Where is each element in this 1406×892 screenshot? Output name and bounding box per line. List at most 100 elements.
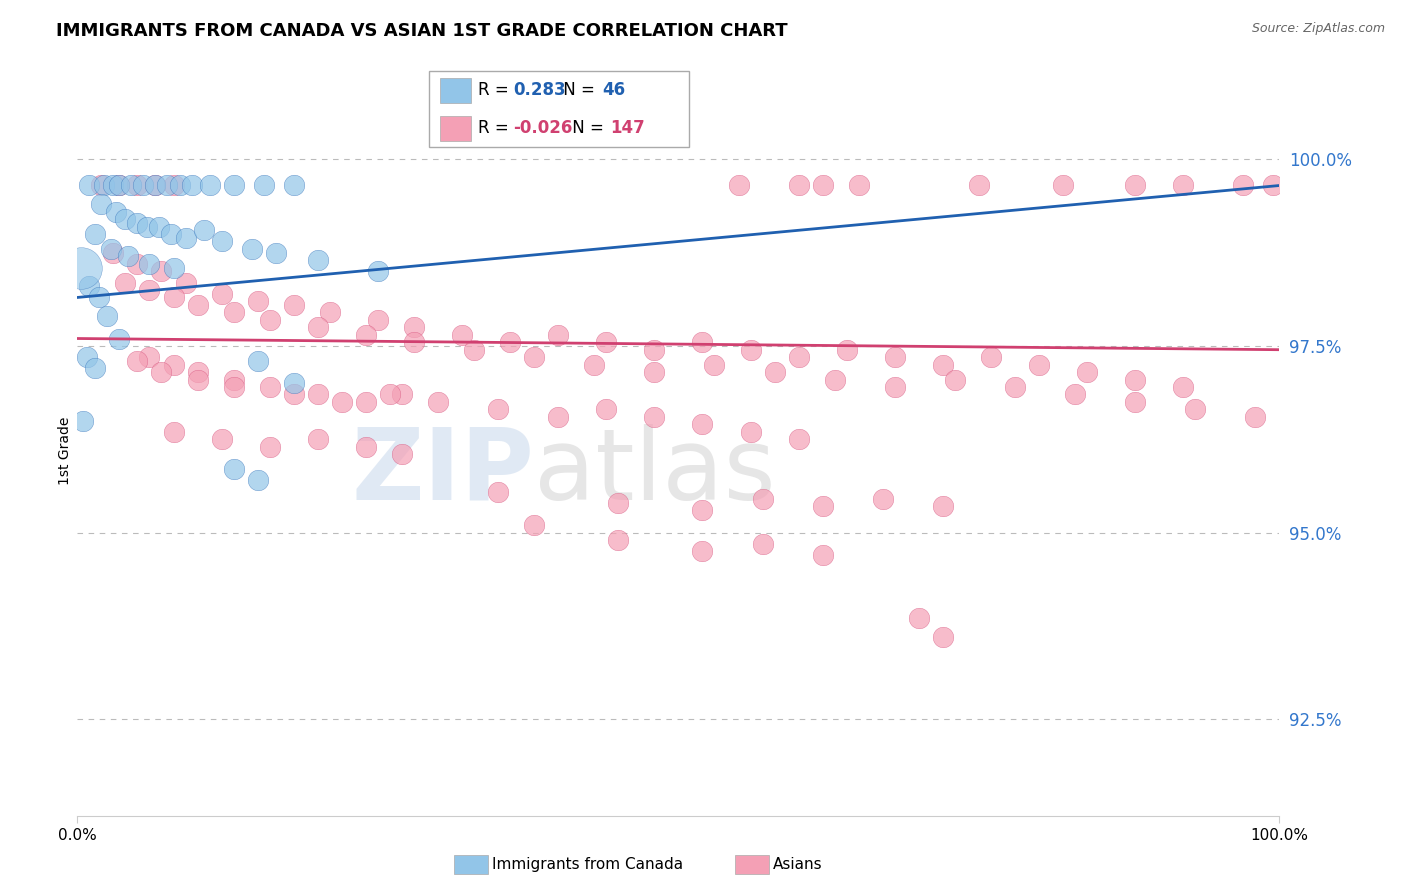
Point [402, 335, 425, 350]
Text: Asians: Asians [773, 857, 823, 871]
Point [90, 178, 112, 193]
Point [523, 518, 546, 533]
Point [727, 178, 749, 193]
Point [967, 178, 990, 193]
Point [132, 178, 155, 193]
Point [499, 335, 522, 350]
Point [211, 432, 233, 446]
Point [692, 503, 714, 517]
Point [246, 294, 269, 309]
Point [595, 402, 617, 417]
Point [84, 227, 107, 241]
Point [283, 298, 305, 312]
Point [751, 537, 773, 551]
Point [186, 298, 209, 312]
Point [198, 178, 221, 193]
Point [222, 462, 245, 476]
Point [848, 178, 870, 193]
Point [486, 484, 509, 499]
Point [787, 178, 810, 193]
Point [402, 320, 425, 334]
Point [1232, 178, 1254, 193]
Point [174, 276, 197, 290]
Point [367, 264, 389, 278]
Point [114, 276, 136, 290]
Point [222, 380, 245, 394]
Point [156, 178, 179, 193]
Text: Immigrants from Canada: Immigrants from Canada [492, 857, 683, 871]
Point [595, 335, 617, 350]
Point [1064, 387, 1087, 401]
Point [150, 264, 173, 278]
Point [367, 313, 389, 327]
Point [307, 387, 329, 401]
Point [463, 343, 485, 357]
Point [1028, 358, 1050, 372]
Point [108, 178, 131, 193]
Point [811, 500, 834, 514]
Point [908, 611, 931, 625]
Point [186, 373, 209, 387]
Point [283, 387, 305, 401]
Point [222, 178, 245, 193]
Point [787, 432, 810, 446]
Point [824, 373, 846, 387]
Point [354, 395, 377, 409]
Point [692, 544, 714, 558]
Point [811, 548, 834, 562]
Point [763, 365, 786, 379]
Point [90, 197, 112, 211]
Point [246, 473, 269, 487]
Point [108, 331, 131, 345]
Point [138, 350, 160, 364]
Point [162, 178, 184, 193]
Point [138, 257, 160, 271]
Point [127, 178, 149, 193]
Point [103, 245, 125, 260]
Point [354, 327, 377, 342]
Point [980, 350, 1002, 364]
Point [1123, 373, 1146, 387]
Point [114, 212, 136, 227]
Point [330, 395, 353, 409]
Point [643, 365, 665, 379]
Text: 0.283: 0.283 [513, 81, 565, 99]
Point [246, 354, 269, 368]
Point [87, 290, 110, 304]
Point [1263, 178, 1285, 193]
Point [1173, 380, 1195, 394]
Text: R =: R = [478, 81, 515, 99]
Point [883, 380, 905, 394]
Point [740, 343, 762, 357]
Point [547, 327, 569, 342]
Point [145, 178, 167, 193]
Text: -0.026: -0.026 [513, 120, 572, 137]
Point [79, 178, 101, 193]
Point [703, 358, 725, 372]
Point [607, 496, 630, 510]
Text: IMMIGRANTS FROM CANADA VS ASIAN 1ST GRADE CORRELATION CHART: IMMIGRANTS FROM CANADA VS ASIAN 1ST GRAD… [56, 22, 787, 40]
Point [162, 260, 184, 275]
Point [943, 373, 966, 387]
Point [253, 178, 276, 193]
Point [811, 178, 834, 193]
Point [751, 491, 773, 506]
Point [72, 414, 94, 428]
Point [307, 253, 329, 268]
Point [1123, 178, 1146, 193]
Point [307, 432, 329, 446]
Point [932, 500, 955, 514]
Point [169, 178, 191, 193]
Point [222, 305, 245, 319]
Point [319, 305, 342, 319]
Point [835, 343, 858, 357]
Text: R =: R = [478, 120, 515, 137]
Point [120, 178, 142, 193]
Point [70, 260, 93, 275]
Point [193, 223, 215, 237]
Point [148, 219, 170, 234]
Point [486, 402, 509, 417]
Point [1004, 380, 1026, 394]
Point [692, 335, 714, 350]
Point [643, 343, 665, 357]
